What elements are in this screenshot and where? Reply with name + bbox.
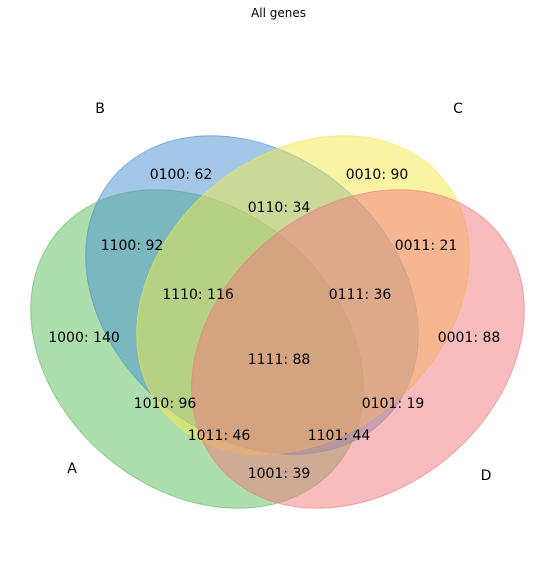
region-label-1110: 1110: 116: [162, 287, 234, 303]
region-label-1011: 1011: 46: [188, 428, 251, 444]
set-ellipse-d: [191, 189, 525, 509]
region-label-1100: 1100: 92: [101, 238, 164, 254]
region-label-0100: 0100: 62: [150, 167, 213, 183]
chart-title: All genes: [251, 6, 306, 20]
set-label-b: B: [95, 101, 105, 117]
set-label-a: A: [67, 461, 77, 477]
region-label-1000: 1000: 140: [48, 330, 120, 346]
region-label-0110: 0110: 34: [248, 200, 311, 216]
region-label-0101: 0101: 19: [362, 396, 425, 412]
venn-region-labels: 1000: 140 0100: 62 0010: 90 0001: 88 1100: 9…: [48, 167, 500, 482]
set-label-c: C: [453, 101, 463, 117]
set-label-d: D: [481, 468, 492, 484]
venn-ellipses: [30, 135, 525, 509]
venn-set-labels: A B C D: [67, 101, 491, 484]
region-label-0001: 0001: 88: [438, 330, 501, 346]
region-label-0111: 0111: 36: [329, 287, 392, 303]
region-label-0010: 0010: 90: [346, 167, 409, 183]
region-label-1111: 1111: 88: [248, 352, 311, 368]
region-label-1010: 1010: 96: [134, 396, 197, 412]
region-label-1001: 1001: 39: [248, 466, 311, 482]
region-label-1101: 1101: 44: [308, 428, 371, 444]
region-label-0011: 0011: 21: [395, 238, 458, 254]
